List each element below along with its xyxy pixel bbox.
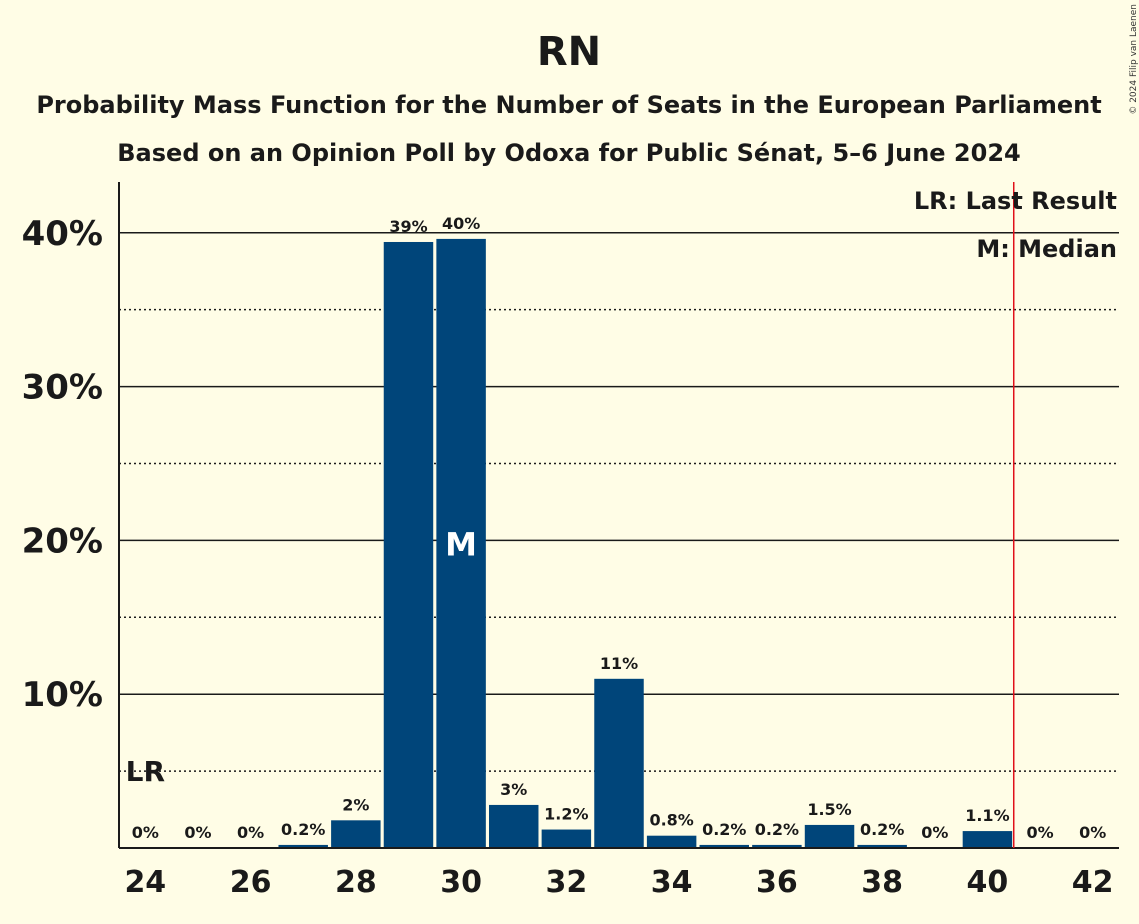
x-tick-label: 36 [756, 865, 798, 900]
data-label-34: 0.8% [649, 811, 693, 830]
bar-37 [804, 824, 855, 848]
data-label-42: 0% [1079, 823, 1106, 842]
data-label-36: 0.2% [755, 820, 799, 839]
x-tick-label: 32 [545, 865, 587, 900]
bar-34 [646, 835, 697, 848]
data-label-27: 0.2% [281, 820, 325, 839]
bar-30 [436, 238, 486, 849]
bar-38 [857, 844, 907, 848]
x-tick-label: 40 [967, 865, 1009, 900]
data-label-31: 3% [500, 780, 527, 799]
bar-35 [699, 844, 749, 848]
legend-last-result: LR: Last Result [914, 187, 1117, 215]
y-tick-label: 20% [22, 521, 103, 561]
legend-median: M: Median [976, 235, 1117, 263]
data-label-29: 39% [389, 217, 427, 236]
bar-29 [383, 241, 434, 848]
axes: 10% 20% 30% 40% 24 26 28 30 32 34 36 38 40 42 [22, 182, 1119, 900]
x-tick-label: 24 [124, 865, 166, 900]
x-tick-label: 30 [440, 865, 482, 900]
data-label-30: 40% [442, 214, 480, 233]
x-tick-label: 26 [230, 865, 272, 900]
data-label-33: 11% [600, 654, 638, 673]
data-label-28: 2% [342, 795, 369, 814]
bar-36 [752, 844, 802, 848]
data-label-26: 0% [237, 823, 264, 842]
bars [278, 238, 1013, 849]
data-labels: 0% 0% 0% 0.2% 2% 39% 40% 3% 1.2% 11% 0.8% 0.2% 0.2% 1… [132, 214, 1107, 842]
median-marker: M [445, 525, 477, 563]
markers: LR M [126, 182, 1015, 848]
data-label-38: 0.2% [860, 820, 904, 839]
x-tick-label: 38 [861, 865, 903, 900]
data-label-41: 0% [1026, 823, 1053, 842]
data-label-32: 1.2% [544, 805, 588, 824]
x-tick-label: 42 [1072, 865, 1114, 900]
last-result-marker: LR [126, 755, 165, 788]
bar-28 [331, 820, 381, 848]
chart-subtitle-line-2: Based on an Opinion Poll by Odoxa for Pu… [117, 139, 1020, 167]
x-tick-label: 28 [335, 865, 377, 900]
data-label-35: 0.2% [702, 820, 746, 839]
data-label-24: 0% [132, 823, 159, 842]
y-tick-label: 10% [22, 675, 103, 715]
bar-27 [278, 844, 328, 848]
data-label-39: 0% [921, 823, 948, 842]
x-tick-label: 34 [651, 865, 693, 900]
y-tick-label: 30% [22, 368, 103, 408]
y-tick-label: 40% [22, 214, 103, 254]
bar-40 [962, 831, 1013, 848]
data-label-25: 0% [184, 823, 211, 842]
chart-subtitle-line-1: Probability Mass Function for the Number… [36, 91, 1101, 119]
bar-33 [594, 678, 644, 848]
bar-32 [541, 829, 592, 848]
copyright-notice: © 2024 Filip van Laenen [1129, 4, 1139, 115]
data-label-40: 1.1% [965, 806, 1009, 825]
bar-31 [489, 804, 539, 848]
data-label-37: 1.5% [807, 800, 851, 819]
chart-title: RN [537, 29, 601, 75]
